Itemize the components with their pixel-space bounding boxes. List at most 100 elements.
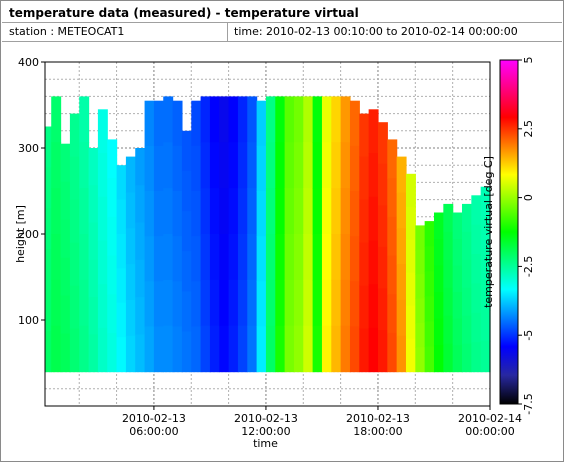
heatmap-cell	[312, 188, 323, 235]
heatmap-cell	[69, 285, 80, 330]
x-tick-date: 2010-02-13	[122, 412, 186, 425]
heatmap-cell	[424, 271, 435, 297]
heatmap-cell	[79, 279, 90, 327]
heatmap-cell	[209, 279, 220, 327]
heatmap-cell	[387, 178, 398, 218]
heatmap-cell	[405, 272, 416, 307]
heatmap-cell	[349, 191, 360, 237]
heatmap-cell	[415, 347, 426, 373]
heatmap-cell	[88, 297, 99, 335]
heatmap-cell	[144, 100, 155, 147]
heatmap-cell	[433, 212, 444, 240]
heatmap-cell	[172, 145, 183, 192]
heatmap-cell	[396, 156, 407, 194]
heatmap-cell	[107, 178, 118, 218]
heatmap-cell	[116, 337, 127, 373]
heatmap-cell	[191, 281, 202, 328]
heatmap-cell	[368, 284, 379, 329]
heatmap-cell	[312, 142, 323, 189]
heatmap-cell	[303, 188, 314, 235]
heatmap-cell	[219, 279, 230, 327]
heatmap-cell	[471, 254, 482, 285]
heatmap-cell	[452, 292, 463, 320]
heatmap-cell	[60, 333, 71, 373]
y-axis-label: height [m]	[14, 205, 27, 263]
heatmap-cell	[51, 234, 62, 281]
heatmap-cell	[443, 203, 454, 233]
heatmap-cell	[480, 279, 491, 311]
heatmap-cell	[284, 234, 295, 281]
heatmap-cell	[45, 167, 52, 209]
heatmap-cell	[51, 279, 62, 327]
heatmap-cell	[321, 142, 332, 189]
heatmap-cell	[88, 222, 99, 261]
heatmap-cell	[172, 326, 183, 373]
heatmap-cell	[256, 100, 267, 147]
heatmap-cell	[443, 231, 454, 261]
heatmap-cell	[452, 265, 463, 293]
heatmap-cell	[107, 332, 118, 373]
heatmap-cell	[200, 142, 211, 189]
heatmap-cell	[433, 239, 444, 267]
heatmap-cell	[135, 148, 146, 186]
heatmap-cell	[424, 346, 435, 373]
heatmap-cell	[377, 163, 388, 206]
heatmap-cell	[172, 191, 183, 237]
heatmap-cell	[237, 325, 248, 373]
heatmap-cell	[191, 326, 202, 373]
heatmap-cell	[461, 287, 472, 317]
heatmap-cell	[377, 122, 388, 165]
heatmap-cell	[45, 249, 52, 291]
heatmap-cell	[284, 188, 295, 235]
heatmap-cell	[433, 292, 444, 320]
heatmap-cell	[181, 211, 192, 252]
heatmap-cell	[405, 338, 416, 373]
heatmap-cell	[247, 279, 258, 327]
x-tick-date: 2010-02-13	[234, 412, 298, 425]
heatmap-cell	[228, 234, 239, 281]
heatmap-cell	[45, 330, 52, 373]
heatmap-cell	[480, 186, 491, 219]
heatmap-cell	[163, 142, 174, 189]
heatmap-cell	[163, 325, 174, 373]
heatmap-cell	[51, 188, 62, 235]
heatmap-cell	[293, 234, 304, 281]
heatmap-cell	[368, 153, 379, 198]
heatmap-cell	[88, 259, 99, 298]
heatmap-cell	[153, 326, 164, 373]
heatmap-cell	[480, 217, 491, 249]
heatmap-cell	[293, 96, 304, 143]
heatmap-cell	[51, 96, 62, 143]
heatmap-cell	[359, 199, 370, 244]
station-label: station : METEOCAT1	[9, 25, 125, 38]
x-ticks: 2010-02-1306:00:002010-02-1312:00:002010…	[122, 406, 522, 438]
heatmap-cell	[461, 203, 472, 233]
heatmap-cell	[471, 195, 482, 226]
heatmap-cell	[125, 264, 136, 301]
heatmap-cell	[228, 279, 239, 327]
heatmap-cell	[321, 279, 332, 327]
heatmap-cell	[97, 196, 108, 242]
heatmap-cell	[97, 109, 108, 154]
heatmap-cell	[312, 279, 323, 327]
heatmap-cell	[368, 109, 379, 154]
heatmap-cell	[116, 199, 127, 235]
heatmap-cell	[228, 188, 239, 235]
heatmap-cell	[69, 242, 80, 287]
heatmap-cell	[303, 279, 314, 327]
heatmap-cell	[219, 234, 230, 281]
heatmap-cell	[135, 297, 146, 335]
x-tick-time: 06:00:00	[129, 425, 178, 438]
heatmap-cell	[349, 100, 360, 147]
heatmap-cell	[349, 236, 360, 282]
heatmap-cell	[265, 234, 276, 281]
heatmap-cell	[443, 315, 454, 345]
colorbar-tick-label: 0	[522, 194, 535, 201]
heatmap-cell	[359, 113, 370, 158]
heatmap-cell	[69, 113, 80, 158]
x-tick-date: 2010-02-14	[458, 412, 522, 425]
heatmap-cell	[200, 188, 211, 235]
heatmap-cell	[60, 257, 71, 297]
heatmap-cell	[265, 188, 276, 235]
heatmap-cell	[471, 283, 482, 314]
